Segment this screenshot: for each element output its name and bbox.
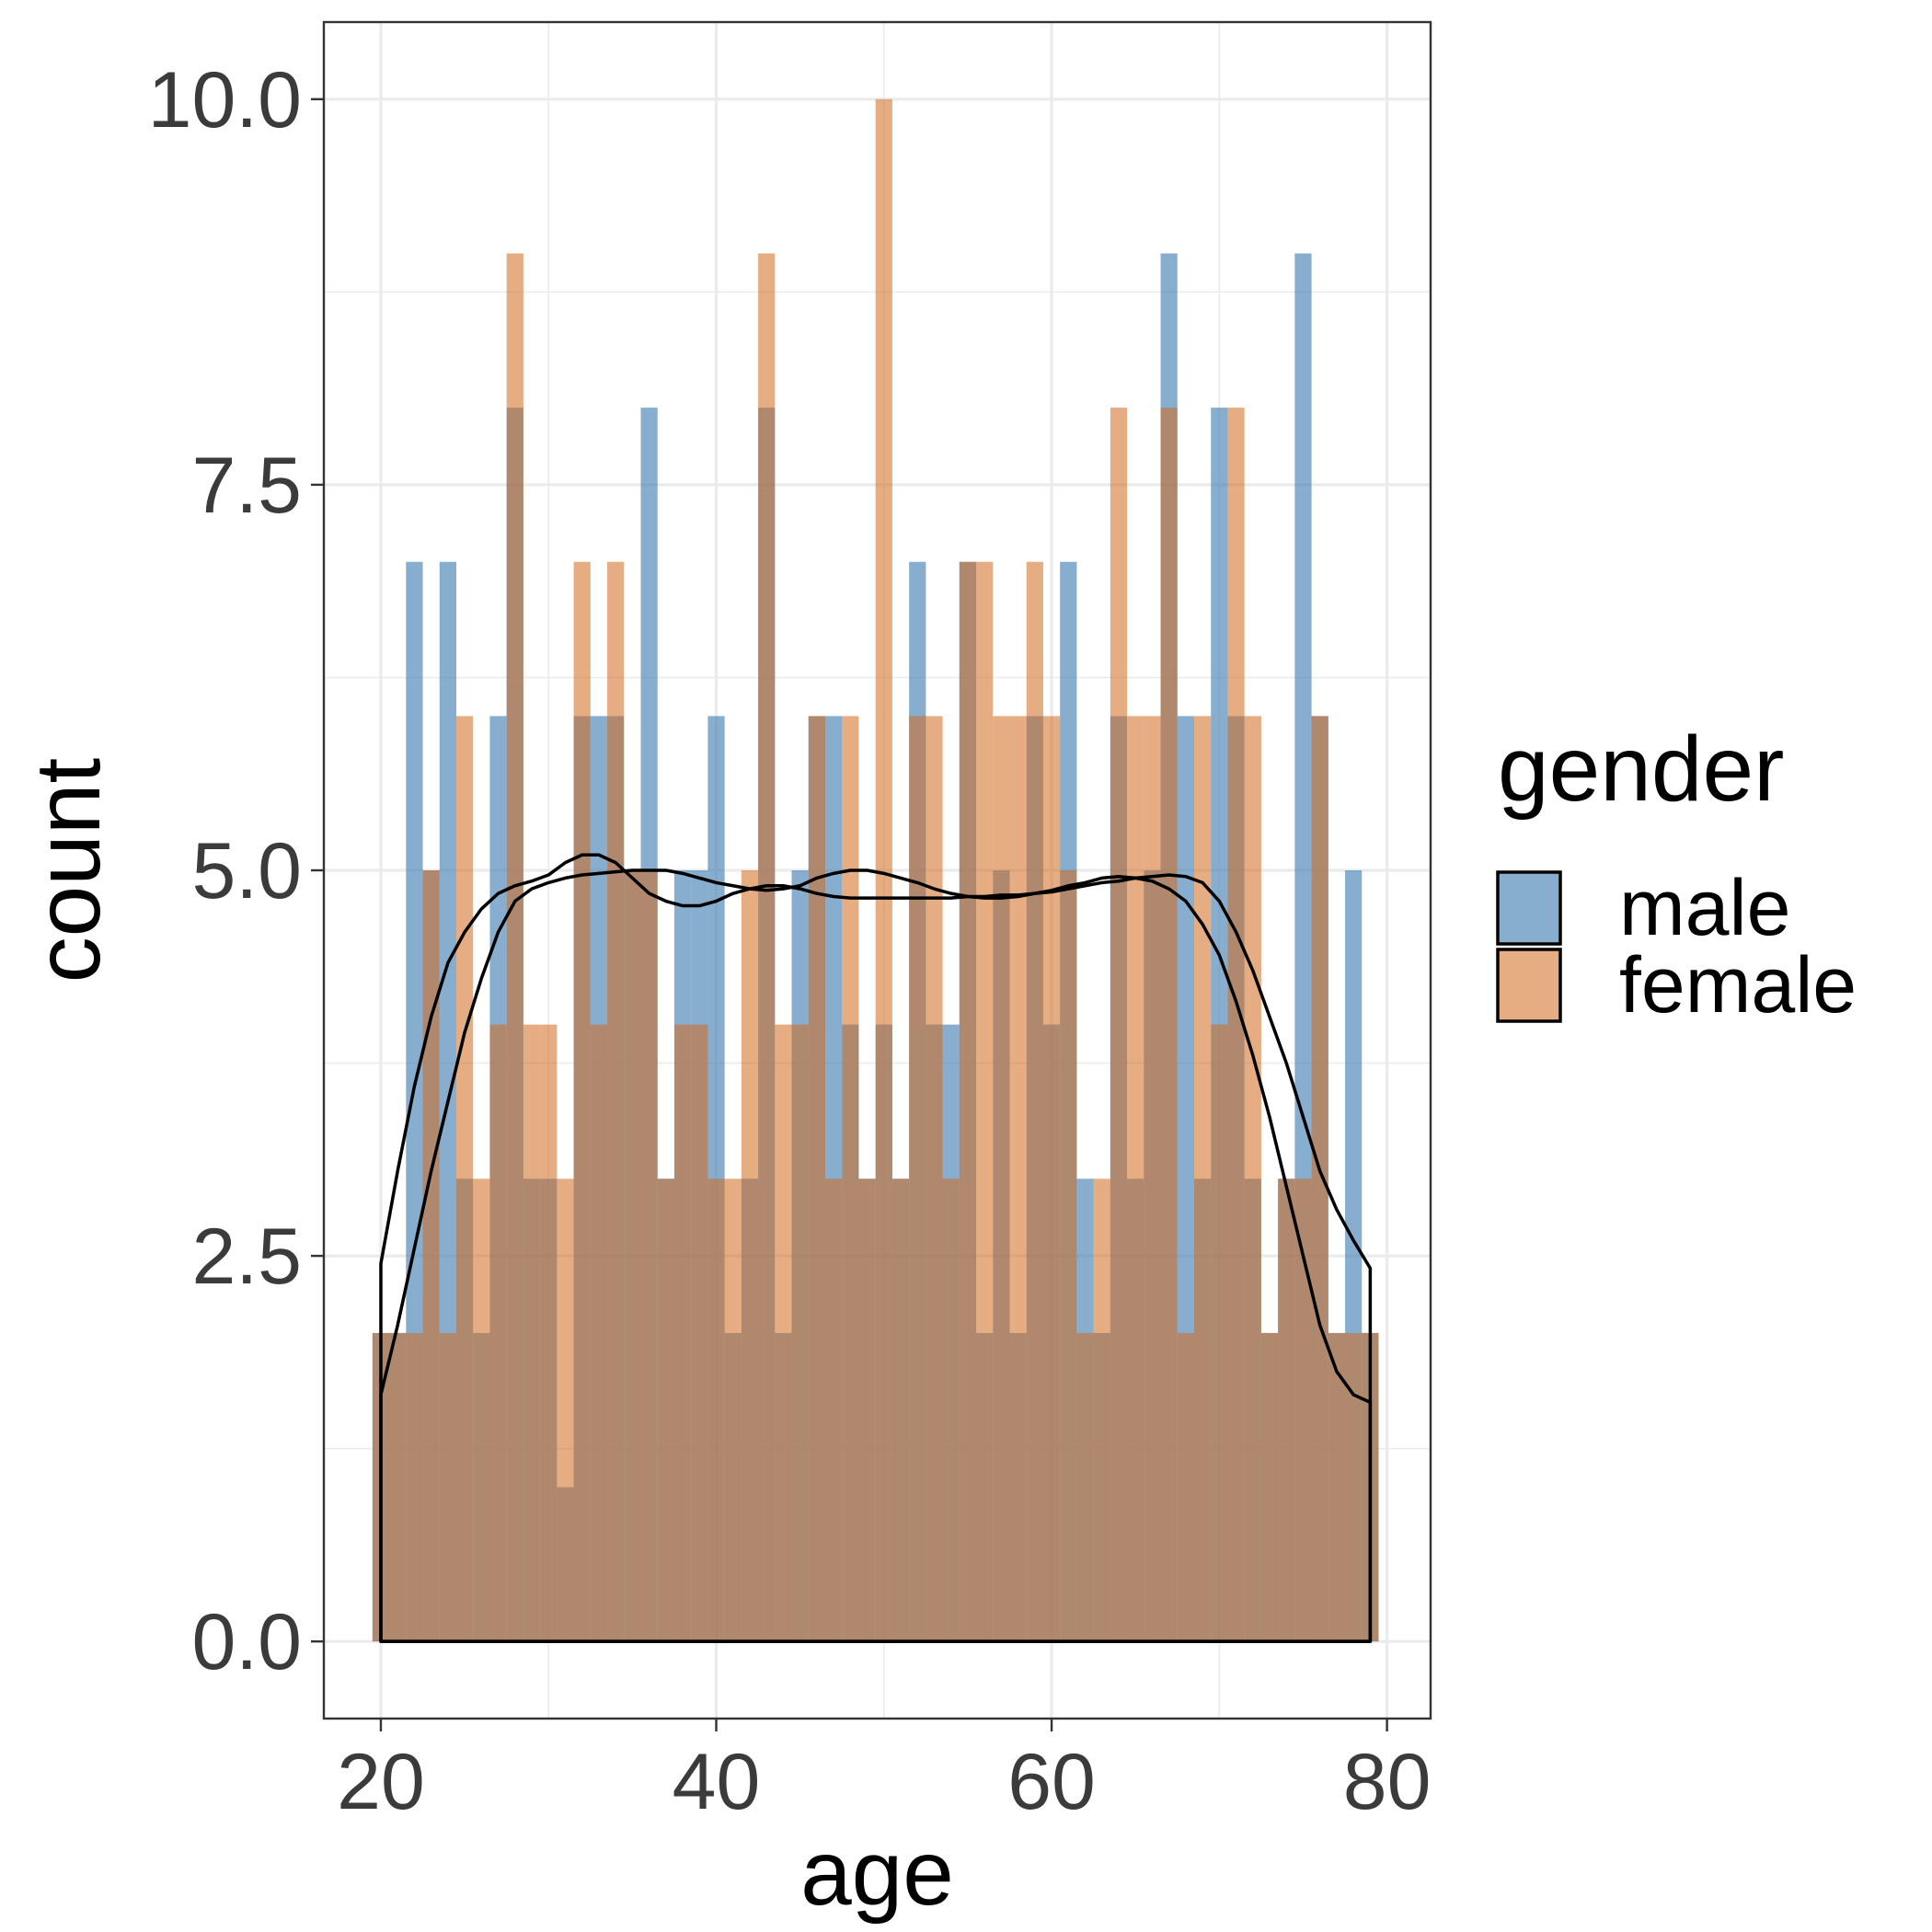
bar-female bbox=[707, 1179, 725, 1642]
bar-female bbox=[808, 716, 825, 1642]
bar-female bbox=[607, 561, 625, 1642]
bar-female bbox=[640, 870, 658, 1642]
y-tick-label: 2.5 bbox=[191, 1213, 302, 1301]
bar-female bbox=[891, 1179, 910, 1642]
bar-female bbox=[624, 870, 641, 1642]
bar-female bbox=[1026, 561, 1043, 1642]
bar-female bbox=[824, 1179, 843, 1642]
density-curves bbox=[379, 853, 1373, 1643]
axes: 20 40 60 80 0.0 2.5 5.0 7.5 10.0 bbox=[148, 56, 1432, 1826]
bar-female bbox=[1260, 1332, 1279, 1642]
legend-key-male bbox=[1496, 870, 1562, 946]
bar-female bbox=[1244, 716, 1261, 1642]
x-tick-label: 40 bbox=[673, 1738, 761, 1826]
bar-female bbox=[976, 561, 994, 1642]
bar-female bbox=[1076, 1332, 1094, 1642]
bar-female bbox=[741, 870, 759, 1642]
bar-female bbox=[557, 1179, 574, 1642]
bar-female bbox=[1294, 1179, 1312, 1642]
y-axis-title: count bbox=[17, 757, 120, 983]
bar-female bbox=[657, 1179, 674, 1642]
y-tick-label: 0.0 bbox=[191, 1598, 302, 1686]
bar-female bbox=[909, 716, 926, 1642]
bar-female bbox=[993, 716, 1010, 1642]
bar-female bbox=[523, 1024, 541, 1642]
bar-female bbox=[1227, 408, 1245, 1642]
bar-female bbox=[506, 253, 523, 1642]
bar-female bbox=[724, 1179, 742, 1642]
bar-female bbox=[1328, 1332, 1346, 1642]
bar-female bbox=[1009, 716, 1027, 1642]
bar-female bbox=[842, 716, 859, 1642]
bar-female bbox=[775, 1024, 792, 1642]
legend-label-male: male bbox=[1619, 864, 1790, 952]
bar-female bbox=[959, 561, 977, 1642]
x-tick-label: 20 bbox=[337, 1738, 425, 1826]
y-tick-label: 5.0 bbox=[191, 827, 302, 915]
bar-female bbox=[758, 253, 776, 1642]
histogram-bars bbox=[372, 98, 1379, 1642]
bar-female bbox=[858, 1179, 876, 1642]
bar-female bbox=[1042, 716, 1061, 1642]
bar-female bbox=[573, 561, 591, 1642]
legend-title: gender bbox=[1498, 718, 1784, 821]
bar-female bbox=[1311, 716, 1328, 1642]
bar-female bbox=[406, 1332, 423, 1642]
x-axis-title: age bbox=[800, 1822, 954, 1925]
bar-female bbox=[1193, 716, 1212, 1642]
x-tick-label: 60 bbox=[1007, 1738, 1096, 1826]
bar-female bbox=[439, 1332, 456, 1642]
bar-female bbox=[1278, 1179, 1295, 1642]
bar-female bbox=[1093, 1179, 1110, 1642]
density-curve-female bbox=[379, 868, 1373, 1643]
y-tick-label: 7.5 bbox=[191, 442, 302, 530]
bar-group-female bbox=[372, 98, 1379, 1642]
bar-female bbox=[791, 1024, 809, 1642]
bar-female bbox=[673, 1024, 692, 1642]
bar-female bbox=[590, 1024, 608, 1642]
bar-female bbox=[389, 1332, 407, 1642]
bar-female bbox=[1060, 870, 1077, 1642]
bar-female bbox=[1345, 1332, 1363, 1642]
bar-female bbox=[1127, 716, 1144, 1642]
bar-female bbox=[489, 1024, 507, 1642]
legend-label-female: female bbox=[1619, 941, 1857, 1029]
bar-female bbox=[1110, 408, 1128, 1642]
bar-female bbox=[875, 98, 892, 1642]
density-curve-male bbox=[379, 853, 1373, 1643]
bar-female bbox=[540, 1024, 558, 1642]
y-tick-label: 10.0 bbox=[148, 56, 302, 144]
bar-female bbox=[1177, 1332, 1194, 1642]
bar-female bbox=[926, 716, 943, 1642]
x-tick-label: 80 bbox=[1343, 1738, 1432, 1826]
bar-female bbox=[942, 1179, 960, 1642]
bar-female bbox=[473, 1179, 490, 1642]
bar-female bbox=[691, 1024, 708, 1642]
bar-female bbox=[455, 716, 474, 1642]
bar-female bbox=[1144, 716, 1161, 1642]
bar-female bbox=[422, 870, 440, 1642]
bar-female bbox=[1211, 1024, 1228, 1642]
legend-key-female bbox=[1496, 948, 1562, 1023]
bar-female bbox=[1160, 408, 1178, 1642]
